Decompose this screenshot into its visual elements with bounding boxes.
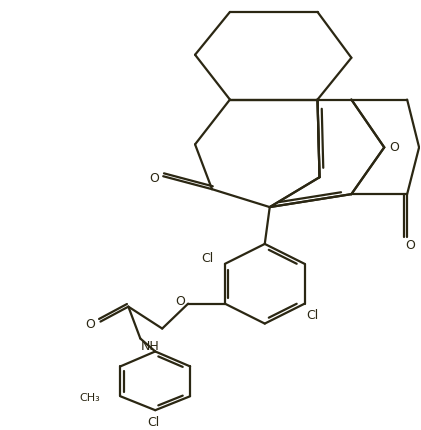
Text: O: O xyxy=(405,240,415,252)
Text: O: O xyxy=(175,295,185,308)
Text: CH₃: CH₃ xyxy=(80,393,101,403)
Text: O: O xyxy=(149,172,159,185)
Text: O: O xyxy=(389,141,399,154)
Text: Cl: Cl xyxy=(147,416,160,429)
Text: NH: NH xyxy=(141,340,160,353)
Text: Cl: Cl xyxy=(201,252,213,265)
Text: Cl: Cl xyxy=(306,309,319,322)
Text: O: O xyxy=(85,318,96,331)
